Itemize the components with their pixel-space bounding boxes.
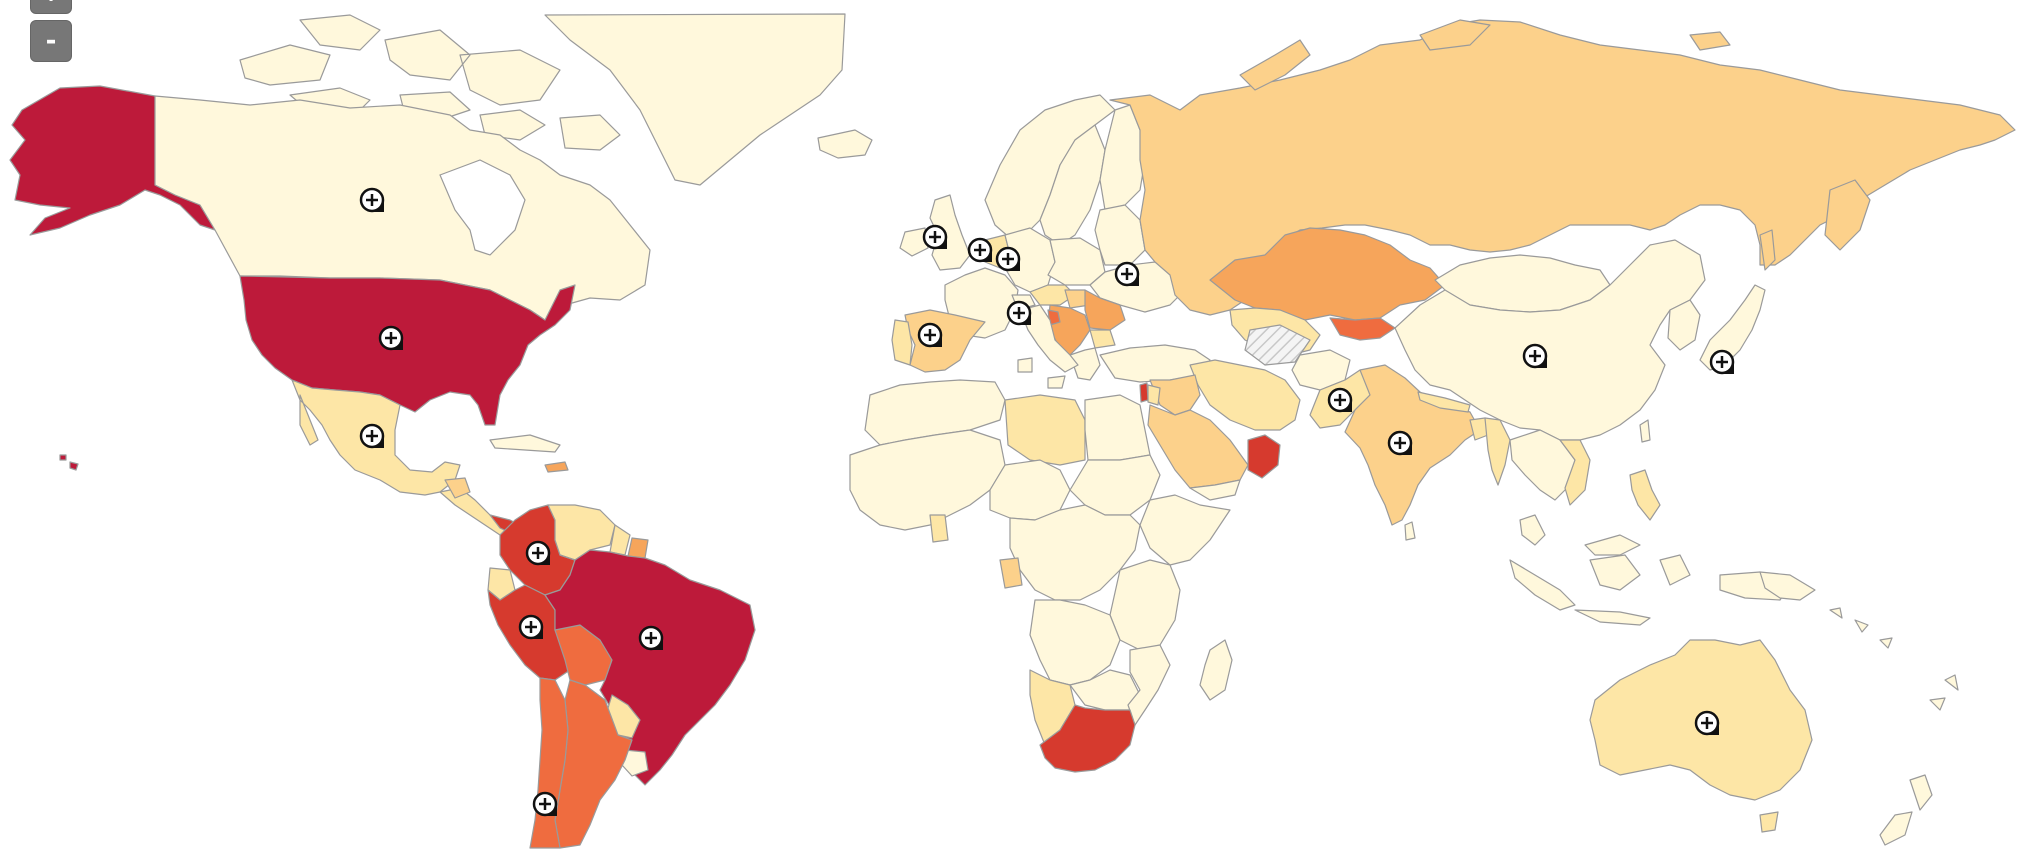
zoom-in-marker-icon[interactable]: [359, 187, 385, 213]
zoom-in-marker-icon[interactable]: [378, 325, 404, 351]
vietnam[interactable]: [1559, 439, 1591, 506]
zoom-in-marker-icon[interactable]: [1327, 387, 1353, 413]
zoom-in-marker-icon[interactable]: [1522, 343, 1548, 369]
japan[interactable]: [1699, 284, 1766, 371]
portugal[interactable]: [891, 319, 913, 366]
mozambique[interactable]: [1127, 644, 1171, 726]
oman-uae[interactable]: [1247, 434, 1281, 479]
tasmania[interactable]: [1759, 811, 1779, 833]
libya[interactable]: [1004, 394, 1086, 466]
egypt[interactable]: [1084, 394, 1151, 461]
zoom-in-button[interactable]: +: [30, 0, 72, 14]
iran[interactable]: [1189, 359, 1301, 431]
philippines[interactable]: [1629, 469, 1661, 521]
zoom-in-marker-icon[interactable]: [967, 237, 993, 263]
kyrgyzstan-tajikistan[interactable]: [1329, 317, 1396, 341]
new-siberian-islands[interactable]: [1689, 31, 1731, 51]
zoom-in-marker-icon[interactable]: [995, 246, 1021, 272]
yemen[interactable]: [1189, 479, 1241, 501]
taiwan[interactable]: [1639, 419, 1651, 443]
zoom-in-marker-icon[interactable]: [1709, 349, 1735, 375]
ukraine[interactable]: [1089, 261, 1186, 313]
poland[interactable]: [1047, 237, 1106, 286]
zoom-in-marker-icon[interactable]: [917, 322, 943, 348]
hudson-bay: [439, 159, 526, 256]
zoom-in-marker-icon[interactable]: [1387, 430, 1413, 456]
caribbean-islands[interactable]: [544, 461, 569, 473]
china[interactable]: [1394, 239, 1706, 441]
angola-zambia[interactable]: [1029, 599, 1121, 686]
ireland[interactable]: [899, 227, 929, 257]
gabon-congo[interactable]: [999, 557, 1023, 589]
myanmar[interactable]: [1484, 417, 1511, 486]
sri-lanka[interactable]: [1404, 521, 1416, 541]
italy[interactable]: [1017, 304, 1079, 389]
papua-new-guinea[interactable]: [1759, 571, 1816, 601]
greece[interactable]: [1069, 347, 1101, 381]
bulgaria[interactable]: [1089, 329, 1116, 349]
zoom-in-marker-icon[interactable]: [532, 791, 558, 817]
new-zealand[interactable]: [1879, 774, 1933, 846]
sakhalin[interactable]: [1759, 229, 1776, 271]
central-africa[interactable]: [1009, 504, 1141, 601]
zoom-in-marker-icon[interactable]: [525, 540, 551, 566]
suriname[interactable]: [627, 537, 649, 559]
korea[interactable]: [1667, 299, 1701, 351]
ethiopia-horn[interactable]: [1139, 494, 1231, 566]
kamchatka[interactable]: [1824, 179, 1871, 251]
zoom-in-marker-icon[interactable]: [922, 224, 948, 250]
zoom-in-marker-icon[interactable]: [638, 625, 664, 651]
thailand-indochina[interactable]: [1509, 429, 1576, 501]
zoom-out-button[interactable]: -: [30, 20, 72, 62]
spain[interactable]: [904, 309, 986, 373]
zoom-in-marker-icon[interactable]: [359, 423, 385, 449]
guatemala[interactable]: [444, 477, 471, 499]
zoom-in-marker-icon[interactable]: [1694, 710, 1720, 736]
south-africa[interactable]: [1039, 704, 1136, 773]
romania[interactable]: [1084, 289, 1126, 331]
malaysia[interactable]: [1519, 514, 1641, 556]
greenland[interactable]: [544, 13, 846, 186]
zoom-in-marker-icon[interactable]: [1006, 300, 1032, 326]
zoom-in-marker-icon[interactable]: [518, 614, 544, 640]
nepal-bhutan[interactable]: [1417, 391, 1471, 413]
madagascar[interactable]: [1199, 639, 1233, 701]
pacific-islands[interactable]: [1829, 607, 1959, 711]
ghana[interactable]: [929, 514, 949, 543]
iceland[interactable]: [817, 129, 873, 159]
jordan[interactable]: [1147, 384, 1161, 406]
iraq-syria[interactable]: [1149, 374, 1201, 416]
cuba[interactable]: [489, 434, 561, 453]
brazil[interactable]: [544, 549, 756, 786]
united-states[interactable]: [239, 275, 576, 426]
sudan[interactable]: [1069, 454, 1161, 516]
baltics-belarus[interactable]: [1094, 204, 1146, 266]
zoom-in-marker-icon[interactable]: [1114, 261, 1140, 287]
hawaii[interactable]: [59, 454, 79, 471]
east-africa[interactable]: [1109, 559, 1181, 651]
west-africa[interactable]: [849, 429, 1006, 531]
sweden[interactable]: [1039, 124, 1106, 246]
disputed-region[interactable]: [1244, 324, 1311, 366]
indonesia[interactable]: [1509, 554, 1791, 626]
novaya-zemlya[interactable]: [1239, 39, 1311, 91]
israel[interactable]: [1139, 382, 1149, 403]
severnaya-zemlya[interactable]: [1419, 19, 1491, 51]
